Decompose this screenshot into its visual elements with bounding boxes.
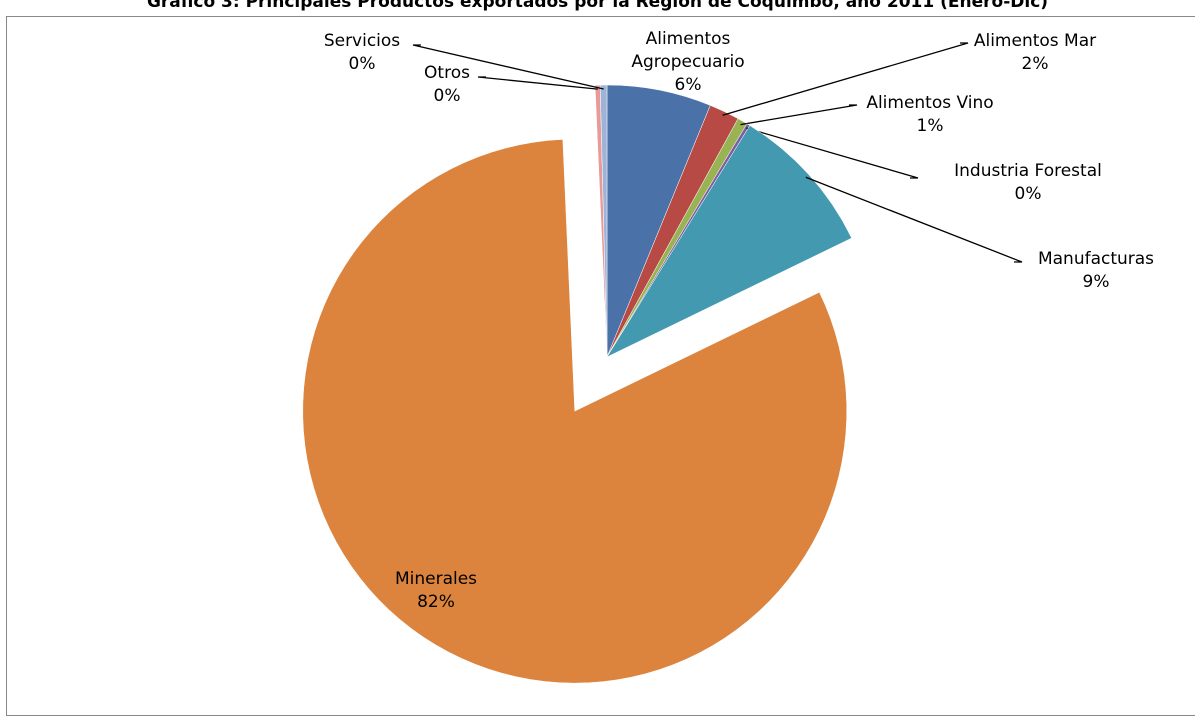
leader-line xyxy=(412,44,604,90)
slice-label: Industria Forestal 0% xyxy=(933,160,1123,206)
pie-slice xyxy=(606,125,852,358)
category-label: Alimentos Vino xyxy=(866,93,994,113)
leader-line xyxy=(740,104,858,126)
slice-label: Alimentos Agropecuario 6% xyxy=(613,28,763,97)
chart-title: Gráfico 3: Principales Productos exporta… xyxy=(146,0,1049,12)
category-label: Alimentos Agropecuario xyxy=(631,29,745,72)
slice-label: Manufacturas 9% xyxy=(1016,248,1176,294)
value-label: 9% xyxy=(1082,272,1110,292)
category-label: Alimentos Mar xyxy=(973,31,1097,51)
slice-label: Minerales 82% xyxy=(376,568,496,614)
category-label: Minerales xyxy=(394,569,478,589)
value-label: 0% xyxy=(348,54,376,74)
slice-label: Alimentos Mar 2% xyxy=(965,30,1105,76)
value-label: 0% xyxy=(433,86,461,106)
slice-label: Otros 0% xyxy=(412,62,482,108)
leader-line xyxy=(805,176,1023,263)
category-label: Servicios xyxy=(323,31,401,51)
value-label: 0% xyxy=(1014,184,1042,204)
pie-slice xyxy=(302,139,848,684)
leader-line xyxy=(746,127,919,179)
value-label: 1% xyxy=(916,116,944,136)
category-label: Industria Forestal xyxy=(954,161,1102,181)
category-label: Otros xyxy=(424,63,470,83)
pie-slice xyxy=(599,84,608,358)
slice-label: Servicios 0% xyxy=(312,30,412,76)
leader-line xyxy=(477,76,598,90)
value-label: 82% xyxy=(417,592,455,612)
value-label: 2% xyxy=(1021,54,1049,74)
value-label: 6% xyxy=(674,75,702,95)
leader-line xyxy=(722,42,969,116)
category-label: Manufacturas xyxy=(1037,249,1155,269)
slice-label: Alimentos Vino 1% xyxy=(855,92,1005,138)
